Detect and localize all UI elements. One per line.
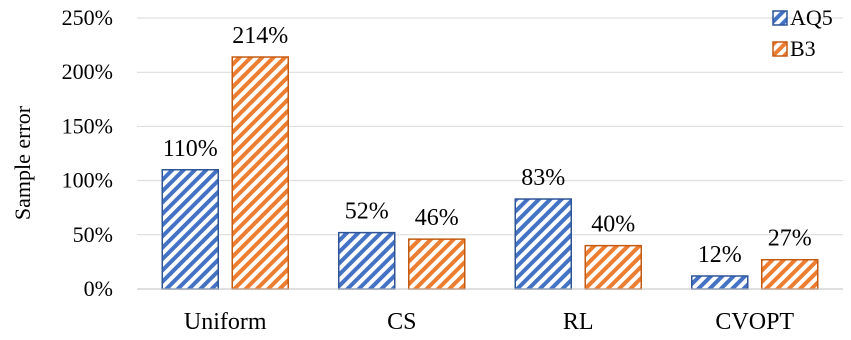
data-label: 46% (415, 205, 459, 231)
bar-b3-cs (408, 238, 466, 290)
y-tick-label: 100% (62, 168, 113, 193)
y-axis-ticks: 0% 50% 100% 150% 200% 250% (62, 5, 113, 301)
bar-b3-uniform (231, 56, 289, 290)
data-label: 40% (591, 212, 635, 238)
bar-aq5-cvopt (691, 275, 749, 290)
bar-aq5-uniform (161, 169, 219, 290)
data-label: 214% (232, 23, 288, 49)
data-label: 110% (163, 136, 218, 162)
bar-aq5-rl (514, 198, 572, 290)
y-tick-label: 50% (73, 222, 113, 247)
data-label: 83% (521, 165, 565, 191)
legend-swatch-aq5 (772, 10, 788, 26)
y-axis-title: Sample error (10, 105, 35, 220)
y-tick-label: 0% (84, 276, 113, 301)
bars (161, 56, 819, 290)
legend-swatch-b3 (772, 41, 788, 57)
bar-aq5-cs (338, 231, 396, 290)
x-category-label: CS (387, 309, 416, 335)
data-labels: 110% 214% 52% 46% 83% 40% 12% 27% (163, 23, 812, 268)
x-category-label: RL (563, 309, 594, 335)
x-axis-categories: Uniform CS RL CVOPT (184, 309, 795, 335)
bar-b3-cvopt (761, 258, 819, 290)
data-label: 12% (698, 242, 742, 268)
y-tick-label: 200% (62, 59, 113, 84)
x-category-label: Uniform (184, 309, 267, 335)
data-label: 52% (345, 199, 389, 225)
y-tick-label: 150% (62, 113, 113, 138)
data-label: 27% (768, 226, 812, 252)
legend-label: B3 (790, 36, 816, 61)
y-tick-label: 250% (62, 5, 113, 30)
x-category-label: CVOPT (715, 309, 794, 335)
bar-b3-rl (584, 244, 642, 290)
legend-label: AQ5 (790, 5, 833, 30)
